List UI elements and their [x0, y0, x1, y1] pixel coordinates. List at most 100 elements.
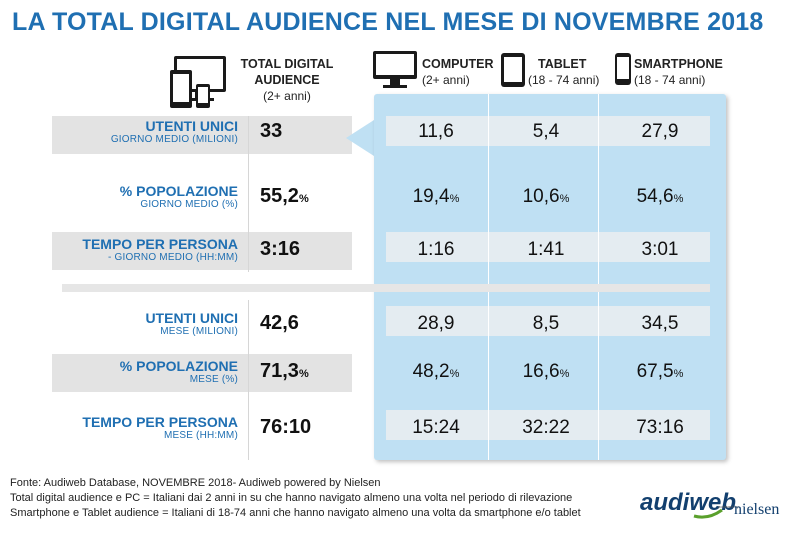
- computer-number: 15:24: [412, 417, 460, 438]
- divider: [248, 116, 249, 272]
- row-label-title: % POPOLAZIONE: [119, 358, 238, 374]
- section-separator: [62, 284, 710, 292]
- total-number: 3:16: [260, 238, 301, 260]
- computer-value: 15:24: [386, 417, 486, 439]
- smartphone-value: 67,5%: [610, 361, 710, 383]
- smartphone-number: 27,9: [641, 121, 679, 142]
- smartphone-value: 3:01: [610, 239, 710, 261]
- row-label: % POPOLAZIONE GIORNO MEDIO (%): [120, 183, 238, 210]
- row-label-sub: MESE (MILIONI): [160, 326, 238, 337]
- total-number: 76:10: [260, 416, 312, 438]
- header-smartphone: SMARTPHONE (18 - 74 anni): [634, 56, 723, 88]
- header-total-line2: AUDIENCE: [254, 73, 320, 87]
- computer-number: 48,2: [412, 361, 450, 382]
- smartphone-number: 34,5: [641, 313, 679, 334]
- row-label: UTENTI UNICI MESE (MILIONI): [145, 310, 238, 337]
- total-value: 76:10: [260, 416, 340, 439]
- footer-source: Fonte: Audiweb Database, NOVEMBRE 2018- …: [10, 477, 381, 489]
- smartphone-value: 34,5: [610, 313, 710, 335]
- row-label: TEMPO PER PERSONA - GIORNO MEDIO (HH:MM): [82, 236, 238, 263]
- page-title: LA TOTAL DIGITAL AUDIENCE NEL MESE DI NO…: [12, 8, 764, 36]
- computer-value: 48,2%: [386, 361, 486, 383]
- panel-divider: [488, 94, 489, 460]
- row-label: TEMPO PER PERSONA MESE (HH:MM): [82, 414, 238, 441]
- row-band: [52, 232, 352, 270]
- computer-value: 28,9: [386, 313, 486, 335]
- computer-number: 28,9: [417, 313, 455, 334]
- row-label-title: UTENTI UNICI: [145, 310, 238, 326]
- device-panel: [374, 94, 726, 460]
- tablet-percent: %: [559, 368, 570, 380]
- computer-number: 1:16: [417, 239, 455, 260]
- footer-note-mobile: Smartphone e Tablet audience = Italiani …: [10, 507, 581, 519]
- total-number: 42,6: [260, 312, 299, 334]
- row-label-title: UTENTI UNICI: [145, 118, 238, 134]
- total-percent: %: [298, 368, 309, 380]
- computer-percent: %: [449, 193, 460, 205]
- footer-notes: Fonte: Audiweb Database, NOVEMBRE 2018- …: [10, 476, 581, 521]
- audiweb-nielsen-logo: audiweb powered by nielsen: [640, 489, 779, 519]
- total-number: 71,3: [260, 360, 299, 382]
- panel-pointer: [346, 120, 374, 156]
- header-total-line1: TOTAL DIGITAL: [240, 57, 334, 71]
- tablet-value: 1:41: [496, 239, 596, 261]
- header-tablet-label: TABLET: [538, 57, 587, 71]
- footer-note-pc: Total digital audience e PC = Italiani d…: [10, 492, 573, 504]
- computer-percent: %: [449, 368, 460, 380]
- header-total: TOTAL DIGITAL AUDIENCE (2+ anni): [232, 56, 342, 104]
- tablet-percent: %: [559, 193, 570, 205]
- tablet-number: 1:41: [527, 239, 565, 260]
- smartphone-icon: [615, 53, 631, 85]
- row-label-title: TEMPO PER PERSONA: [82, 236, 238, 252]
- tablet-number: 8,5: [532, 313, 560, 334]
- computer-value: 11,6: [386, 121, 486, 143]
- tablet-value: 10,6%: [496, 186, 596, 208]
- smartphone-percent: %: [673, 368, 684, 380]
- row-band: [52, 116, 352, 154]
- logo-powered: powered by: [718, 504, 739, 509]
- panel-band: [386, 116, 710, 146]
- tablet-number: 5,4: [532, 121, 560, 142]
- smartphone-value: 54,6%: [610, 186, 710, 208]
- tablet-number: 10,6: [522, 186, 560, 207]
- row-label-sub: GIORNO MEDIO (MILIONI): [110, 134, 238, 145]
- total-percent: %: [298, 193, 309, 205]
- header-computer: COMPUTER (2+ anni): [422, 56, 494, 88]
- divider: [248, 300, 249, 460]
- smartphone-number: 73:16: [636, 417, 684, 438]
- panel-band: [386, 306, 710, 336]
- panel-divider: [598, 94, 599, 460]
- total-value: 3:16: [260, 238, 340, 261]
- smartphone-value: 27,9: [610, 121, 710, 143]
- header-tablet-sub: (18 - 74 anni): [528, 73, 600, 87]
- panel-band: [386, 410, 710, 440]
- tablet-number: 32:22: [522, 417, 570, 438]
- multi-device-icon: [170, 56, 226, 108]
- total-number: 33: [260, 120, 283, 142]
- row-label-sub: MESE (%): [189, 374, 238, 385]
- header-tablet: TABLET (18 - 74 anni): [528, 56, 599, 88]
- smartphone-percent: %: [673, 193, 684, 205]
- row-label-sub: GIORNO MEDIO (%): [140, 199, 238, 210]
- computer-value: 1:16: [386, 239, 486, 261]
- row-label: % POPOLAZIONE MESE (%): [120, 358, 238, 385]
- computer-value: 19,4%: [386, 186, 486, 208]
- smartphone-value: 73:16: [610, 417, 710, 439]
- tablet-value: 8,5: [496, 313, 596, 335]
- computer-number: 19,4: [412, 186, 450, 207]
- computer-icon: [373, 51, 417, 88]
- smartphone-number: 3:01: [641, 239, 679, 260]
- tablet-value: 16,6%: [496, 361, 596, 383]
- row-label-sub: - GIORNO MEDIO (HH:MM): [108, 252, 238, 263]
- total-value: 42,6: [260, 312, 340, 335]
- row-label-sub: MESE (HH:MM): [163, 430, 238, 441]
- tablet-value: 5,4: [496, 121, 596, 143]
- header-smartphone-sub: (18 - 74 anni): [634, 73, 706, 87]
- smartphone-number: 54,6: [636, 186, 674, 207]
- tablet-value: 32:22: [496, 417, 596, 439]
- row-label-title: % POPOLAZIONE: [119, 183, 238, 199]
- row-band: [52, 354, 352, 392]
- total-value: 71,3%: [260, 360, 340, 383]
- header-computer-sub: (2+ anni): [422, 73, 470, 87]
- computer-number: 11,6: [418, 121, 454, 142]
